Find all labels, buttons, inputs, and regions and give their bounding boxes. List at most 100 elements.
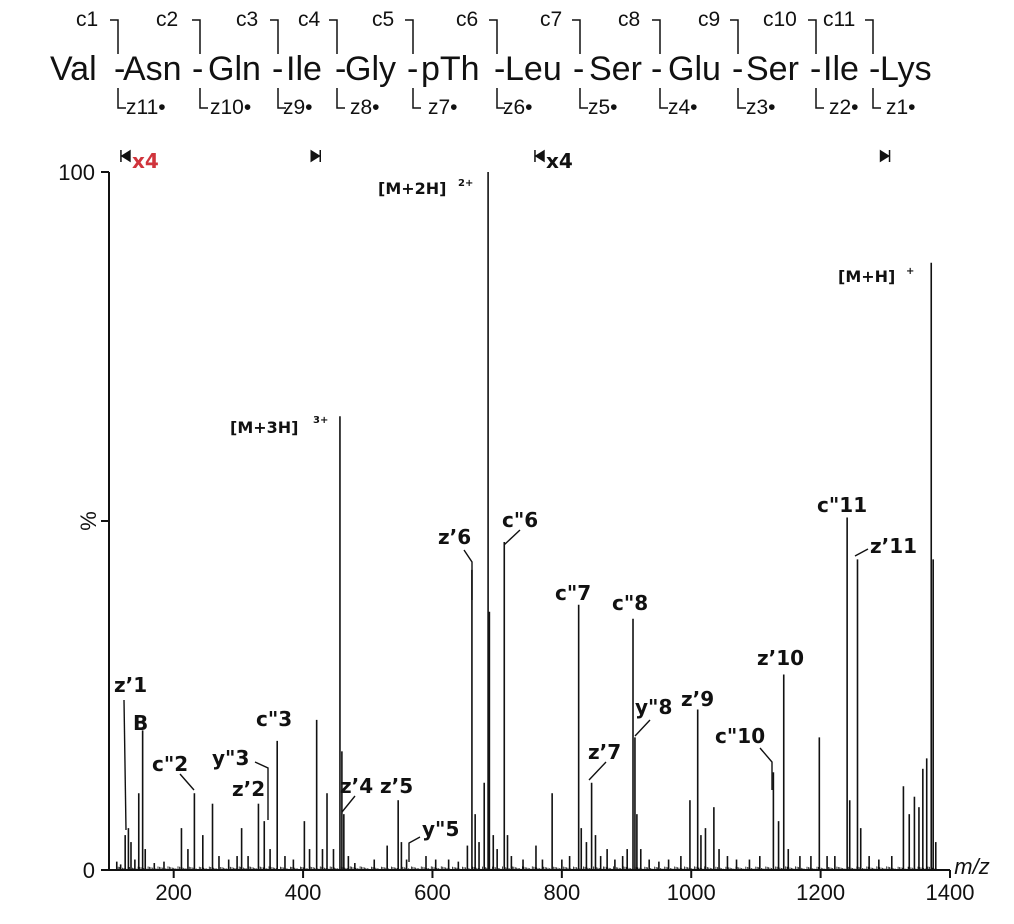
peptide-bond: - (335, 50, 346, 88)
z-ion-label: z7• (428, 96, 458, 119)
peptide-bond: - (114, 50, 125, 88)
annotation-leader (854, 548, 869, 557)
c-ion-bracket (652, 19, 661, 54)
sequence-residue: pTh (421, 50, 480, 88)
x-tick-label: 400 (285, 880, 322, 905)
sequence-residue: Gly (345, 50, 396, 88)
annotation-leader (503, 529, 521, 546)
peptide-bond: - (272, 50, 283, 88)
annotation-leader (588, 761, 607, 781)
peptide-bond: - (573, 50, 584, 88)
z-ion-bracket (737, 88, 746, 109)
c-ion-label: c3 (236, 8, 258, 31)
peak-annotation: z’2 (232, 777, 265, 801)
sequence-residue: Ser (589, 50, 642, 88)
c-ion-bracket (730, 19, 739, 54)
x-axis-label: m/z (954, 854, 989, 879)
peak-annotation: [M+3H] (230, 418, 298, 437)
magnification-factor: x4 (546, 149, 573, 173)
sequence-residue: Glu (668, 50, 721, 88)
charge-state: 2+ (458, 178, 473, 189)
c-ion-bracket (405, 19, 414, 54)
magnification-markers: x4 x4 (120, 149, 891, 173)
peptide-bond: - (651, 50, 662, 88)
c-ion-label: c8 (618, 8, 640, 31)
c-ion-bracket (489, 19, 498, 54)
z-ion-bracket (579, 88, 588, 109)
z-ion-label: z3• (746, 96, 776, 119)
z-ion-label: z9• (283, 96, 313, 119)
c-ion-bracket (110, 19, 119, 54)
z-ion-label: z8• (350, 96, 380, 119)
peak-annotation: z’10 (757, 646, 804, 670)
z-ion-label: z1• (886, 96, 916, 119)
c-ion-label: c10 (763, 8, 797, 31)
x-tick-label: 600 (414, 880, 451, 905)
annotation-leader (254, 761, 269, 820)
peak-annotations: [M+3H] 3+ [M+2H] 2+ [M+H] + z’1 Bc"2 y"3 z’2 c"3 z’… (114, 178, 917, 862)
c-ion-label: c4 (298, 8, 321, 31)
z-ion-bracket (117, 88, 126, 109)
z-ion-bracket (496, 88, 505, 109)
peak-annotation: c"7 (555, 581, 591, 605)
x-tick-label: 800 (543, 880, 580, 905)
peak-annotation: z’9 (681, 687, 714, 711)
annotation-leader (634, 719, 651, 737)
spectrum-axes: m/z 200 400 600 800 1000 1200 1400 0% 100 (58, 160, 989, 905)
peak-annotation: z’4 (340, 774, 373, 798)
peak-annotation: [M+2H] (378, 179, 446, 198)
sequence-residue: Ile (286, 50, 322, 88)
peak-annotation: c"6 (502, 508, 538, 532)
z-ion-label: z10• (210, 96, 251, 119)
c-ion-bracket (329, 19, 338, 54)
x-tick-label: 1200 (796, 880, 845, 905)
peak-annotation: z’1 (114, 673, 147, 697)
peak-annotation: c"2 (152, 752, 188, 776)
sequence-residue: Lys (880, 50, 932, 88)
c-ion-bracket (865, 19, 874, 54)
c-ion-label: c9 (698, 8, 720, 31)
charge-state: 3+ (313, 415, 328, 426)
magnify-end-marker (310, 149, 321, 163)
peak-annotation: z’6 (438, 525, 471, 549)
c-ion-bracket (808, 19, 817, 54)
sequence-residue: Asn (123, 50, 182, 88)
y-axis-label: % (76, 511, 101, 531)
c-ion-label: c6 (456, 8, 478, 31)
x-tick-label: 200 (155, 880, 192, 905)
peak-annotation: z’11 (870, 534, 917, 558)
annotation-leader (759, 747, 773, 790)
sequence-residue: Gln (208, 50, 261, 88)
peptide-sequence-map: Val -Asn - Gln - Ile -Gly - pTh - Leu - Ser - Glu - Ser -… (50, 8, 932, 119)
sequence-residue: Ser (746, 50, 799, 88)
annotation-leader (408, 836, 421, 862)
annotation-leader (341, 795, 356, 813)
magnify-start-marker (534, 149, 545, 163)
z-ion-label: z2• (829, 96, 859, 119)
peak-annotation: c"11 (817, 493, 867, 517)
z-ion-bracket (659, 88, 668, 109)
sequence-residue: Ile (823, 50, 859, 88)
peptide-bond: - (732, 50, 743, 88)
y-tick-label: 0 (83, 858, 95, 883)
c-ion-label: c11 (823, 8, 855, 31)
c-ion-label: c5 (372, 8, 394, 31)
c-ion-label: c1 (76, 8, 98, 31)
c-ion-bracket (572, 19, 581, 54)
annotation-leader (179, 773, 195, 791)
peak-annotation: z’7 (588, 740, 621, 764)
z-ion-label: z11• (126, 96, 166, 119)
peak-annotation: y"3 (212, 746, 249, 770)
sequence-residue: Val (50, 50, 97, 88)
sequence-residue: Leu (505, 50, 562, 88)
z-ion-label: z5• (588, 96, 618, 119)
z-ion-bracket (277, 88, 286, 109)
x-tick-label: 1400 (926, 880, 975, 905)
peak-annotation: y"8 (635, 695, 672, 719)
z-ion-bracket (815, 88, 824, 109)
z-ion-bracket (336, 88, 345, 109)
peak-annotation: z’5 (380, 774, 413, 798)
c-ion-label: c2 (156, 8, 178, 31)
peptide-bond: - (869, 50, 880, 88)
